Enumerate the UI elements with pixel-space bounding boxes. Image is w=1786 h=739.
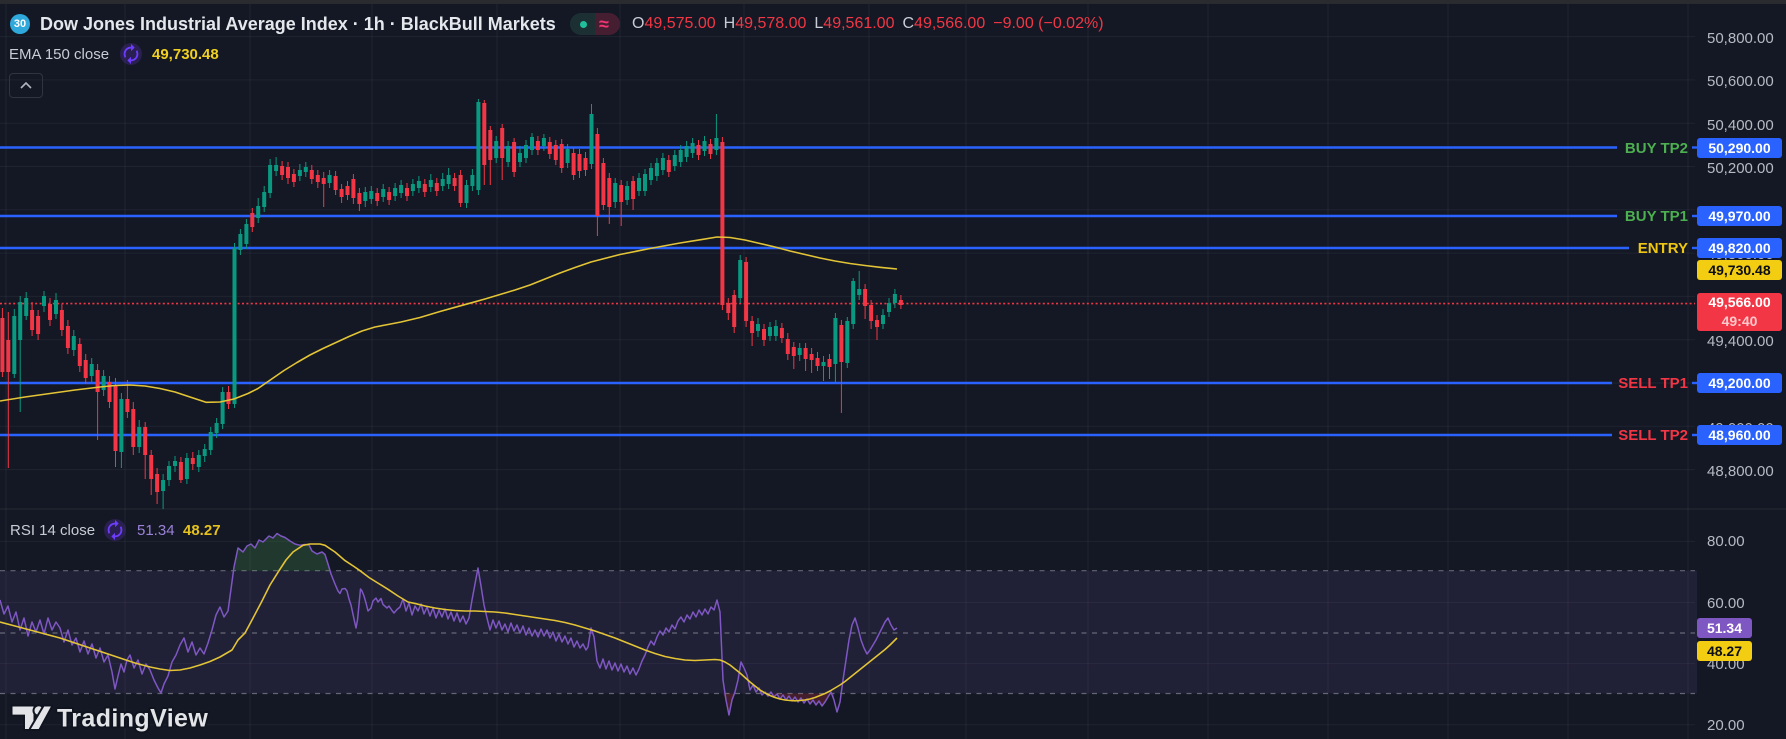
svg-text:TradingView: TradingView [57,705,208,733]
